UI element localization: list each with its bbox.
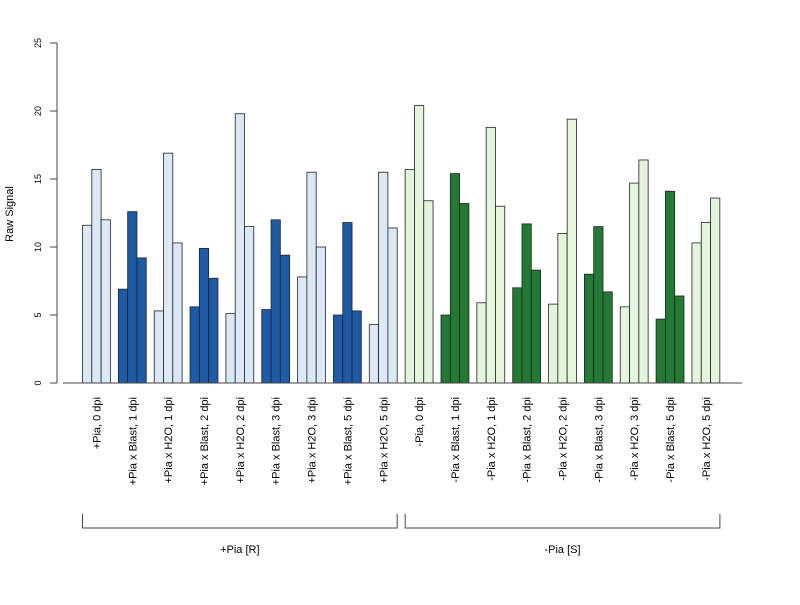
bar bbox=[279, 254, 291, 384]
x-tick-label: -Pia x Blast, 5 dpi bbox=[665, 397, 677, 483]
bars bbox=[82, 105, 721, 384]
bar bbox=[378, 171, 389, 384]
y-tick-label: 0 bbox=[33, 380, 43, 385]
y-tick-label: 5 bbox=[33, 312, 43, 317]
bar bbox=[521, 223, 532, 384]
y-axis-label: Raw Signal bbox=[4, 186, 16, 242]
bar bbox=[404, 169, 415, 384]
bar bbox=[548, 303, 559, 384]
y-axis: 0 5 10 15 20 25 bbox=[33, 38, 58, 386]
x-tick-labels: +Pia, 0 dpi +Pia x Blast, 1 dpi +Pia x H2O… bbox=[91, 397, 712, 485]
bar bbox=[315, 246, 326, 384]
bar bbox=[163, 152, 174, 384]
bar bbox=[459, 203, 470, 384]
bar bbox=[172, 242, 183, 384]
bar bbox=[234, 113, 245, 384]
bar bbox=[584, 273, 595, 384]
y-tick-label: 10 bbox=[33, 242, 43, 252]
x-tick-label: -Pia, 0 dpi bbox=[414, 397, 426, 447]
bar bbox=[674, 295, 685, 384]
bar bbox=[593, 226, 604, 384]
x-tick-label: +Pia x Blast, 5 dpi bbox=[342, 397, 354, 485]
bar bbox=[512, 287, 523, 384]
bar bbox=[208, 277, 219, 384]
bar bbox=[566, 118, 577, 384]
bar bbox=[476, 302, 487, 384]
bar bbox=[82, 224, 93, 384]
bar bbox=[136, 257, 147, 384]
bar bbox=[423, 200, 434, 384]
x-tick-label: +Pia x H2O, 2 dpi bbox=[235, 397, 247, 484]
y-tick-label: 15 bbox=[33, 174, 43, 184]
bar bbox=[629, 182, 640, 384]
bar bbox=[700, 222, 711, 384]
x-tick-label: +Pia x Blast, 2 dpi bbox=[199, 397, 211, 485]
bar bbox=[449, 173, 460, 384]
x-tick-label: +Pia x H2O, 3 dpi bbox=[307, 397, 319, 484]
bar bbox=[306, 171, 317, 384]
bar bbox=[387, 227, 398, 384]
x-tick-label: -Pia x H2O, 5 dpi bbox=[701, 397, 713, 481]
x-tick-label: +Pia x Blast, 3 dpi bbox=[271, 397, 283, 485]
x-tick-label: -Pia x H2O, 2 dpi bbox=[558, 397, 570, 481]
bar bbox=[189, 306, 200, 384]
bar bbox=[557, 232, 568, 384]
bar bbox=[297, 276, 308, 384]
bar bbox=[342, 222, 353, 384]
group-bracket bbox=[404, 514, 721, 529]
x-tick-label: +Pia x Blast, 1 dpi bbox=[127, 397, 139, 485]
bar bbox=[665, 190, 676, 384]
bar bbox=[100, 219, 111, 384]
bar bbox=[198, 247, 210, 384]
y-tick-label: 25 bbox=[33, 38, 43, 48]
bar bbox=[261, 309, 272, 384]
bar bbox=[244, 226, 255, 384]
bar bbox=[225, 313, 236, 384]
group-label: +Pia [R] bbox=[220, 544, 259, 556]
bar bbox=[91, 169, 102, 384]
bar bbox=[414, 105, 425, 384]
bar bbox=[495, 205, 506, 384]
bar bbox=[710, 197, 721, 384]
group-brackets: +Pia [R] -Pia [S] bbox=[82, 514, 721, 556]
x-tick-label: -Pia x H2O, 3 dpi bbox=[629, 397, 641, 481]
bar bbox=[153, 310, 164, 384]
bar bbox=[333, 314, 344, 384]
x-tick-label: -Pia x Blast, 3 dpi bbox=[593, 397, 605, 483]
group-label: -Pia [S] bbox=[544, 544, 580, 556]
x-tick-label: +Pia x H2O, 1 dpi bbox=[163, 397, 175, 484]
y-tick-label: 20 bbox=[33, 106, 43, 116]
x-tick-label: +Pia x H2O, 5 dpi bbox=[378, 397, 390, 484]
bar bbox=[638, 159, 649, 384]
x-tick-label: -Pia x H2O, 1 dpi bbox=[486, 397, 498, 481]
bar bbox=[270, 219, 281, 384]
bar bbox=[440, 314, 451, 384]
x-tick-label: -Pia x Blast, 1 dpi bbox=[450, 397, 462, 483]
x-tick-label: +Pia, 0 dpi bbox=[91, 397, 103, 449]
bar bbox=[655, 318, 666, 384]
bar bbox=[691, 242, 702, 384]
bar bbox=[127, 211, 138, 384]
bar bbox=[619, 306, 630, 384]
bar bbox=[530, 269, 541, 384]
group-bracket bbox=[82, 514, 398, 529]
bar bbox=[602, 291, 613, 384]
bar bbox=[485, 126, 496, 384]
bar bbox=[368, 324, 379, 384]
bar bbox=[117, 288, 129, 384]
bar bbox=[351, 310, 362, 384]
x-tick-label: -Pia x Blast, 2 dpi bbox=[522, 397, 534, 483]
